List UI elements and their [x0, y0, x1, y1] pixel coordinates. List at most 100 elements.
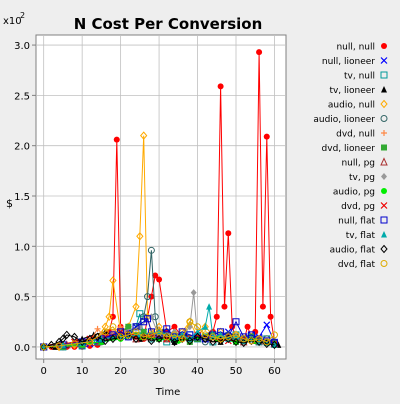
data-point — [163, 333, 171, 341]
data-point — [152, 272, 159, 279]
data-point — [132, 334, 140, 344]
legend-label: null, lioneer — [322, 57, 375, 67]
data-point — [63, 330, 71, 340]
data-point — [132, 323, 140, 331]
y-tick-label: 0.0 — [14, 343, 30, 354]
data-point — [132, 302, 140, 311]
legend-marker — [380, 244, 388, 254]
data-point — [140, 328, 147, 335]
data-point — [256, 49, 263, 56]
data-point — [70, 332, 79, 342]
legend-label: null, flat — [338, 217, 375, 227]
data-point — [59, 341, 66, 348]
data-point — [216, 336, 225, 346]
chart-title: N Cost Per Conversion — [74, 15, 263, 33]
legend-label: dvd, null — [336, 130, 375, 140]
legend-marker — [380, 202, 388, 209]
data-point — [147, 331, 155, 339]
data-point — [190, 289, 197, 297]
data-point — [132, 328, 140, 336]
data-point — [232, 337, 240, 347]
data-point — [144, 315, 152, 323]
y-tick-label: 1.5 — [14, 192, 30, 203]
data-point — [186, 336, 194, 346]
data-point — [55, 342, 63, 350]
data-point — [232, 318, 240, 326]
data-point — [144, 293, 152, 301]
x-tick-label: 10 — [76, 366, 89, 377]
legend-marker — [380, 99, 388, 109]
legend-marker — [381, 173, 387, 180]
data-point — [156, 276, 163, 283]
legend-marker — [380, 57, 388, 64]
data-point — [263, 339, 271, 349]
data-point — [263, 133, 270, 140]
data-point — [194, 328, 201, 335]
legend-label: dvd, pg — [341, 202, 375, 212]
data-point — [201, 322, 209, 332]
data-point — [186, 338, 193, 345]
legend-marker — [380, 216, 388, 224]
data-point — [171, 323, 178, 330]
legend-label: audio, flat — [330, 246, 376, 256]
data-point — [206, 303, 213, 310]
data-point — [125, 323, 132, 330]
data-point — [148, 313, 155, 321]
x-tick-label: 30 — [153, 366, 166, 377]
y-axis-label: $ — [6, 197, 13, 210]
legend-marker — [381, 188, 387, 194]
data-point — [105, 312, 113, 322]
y-tick-label: 2.5 — [14, 91, 30, 102]
data-point — [263, 321, 271, 329]
data-point — [70, 340, 78, 348]
data-point — [124, 331, 132, 339]
x-axis-label: Time — [155, 387, 180, 398]
data-point — [225, 230, 232, 237]
legend-marker — [381, 43, 387, 49]
legend-label: null, null — [336, 43, 375, 53]
x-tick-label: 50 — [230, 366, 243, 377]
data-point — [202, 323, 209, 330]
legend-label: dvd, lioneer — [322, 144, 376, 154]
legend: null, null null, lioneer tv, null tv, lione… — [313, 43, 388, 270]
data-point — [78, 337, 86, 347]
legend-marker — [380, 115, 388, 122]
data-point — [136, 231, 144, 241]
data-point — [201, 331, 209, 339]
data-point — [217, 83, 224, 90]
data-point — [147, 336, 156, 346]
series-audio-flat — [40, 330, 279, 352]
data-point — [247, 337, 255, 345]
legend-marker — [380, 71, 388, 79]
data-point — [94, 325, 101, 332]
data-point — [109, 323, 117, 331]
data-point — [193, 332, 202, 342]
data-point — [101, 328, 109, 336]
data-point — [221, 303, 228, 310]
legend-label: tv, null — [344, 72, 375, 82]
series-dvd-flat — [40, 318, 278, 351]
x-tick-label: 40 — [191, 366, 204, 377]
data-point — [170, 331, 178, 339]
legend-label: dvd, flat — [338, 260, 376, 270]
data-point — [270, 340, 279, 350]
data-point — [240, 335, 248, 343]
data-point — [232, 331, 240, 339]
data-point — [224, 333, 232, 341]
data-point — [101, 322, 109, 332]
legend-label: tv, flat — [346, 231, 376, 241]
data-point — [140, 313, 148, 321]
x-tick-label: 60 — [268, 366, 281, 377]
data-point — [270, 331, 278, 339]
y-tick-label: 0.5 — [14, 293, 30, 304]
data-point — [113, 136, 120, 143]
data-point — [117, 333, 125, 341]
data-point — [109, 334, 117, 344]
data-point — [163, 325, 171, 333]
legend-marker — [381, 130, 387, 136]
data-point — [109, 276, 117, 285]
series-line — [43, 334, 275, 348]
legend-label: audio, pg — [333, 188, 375, 198]
legend-label: tv, lioneer — [329, 86, 375, 96]
data-point — [209, 333, 217, 341]
